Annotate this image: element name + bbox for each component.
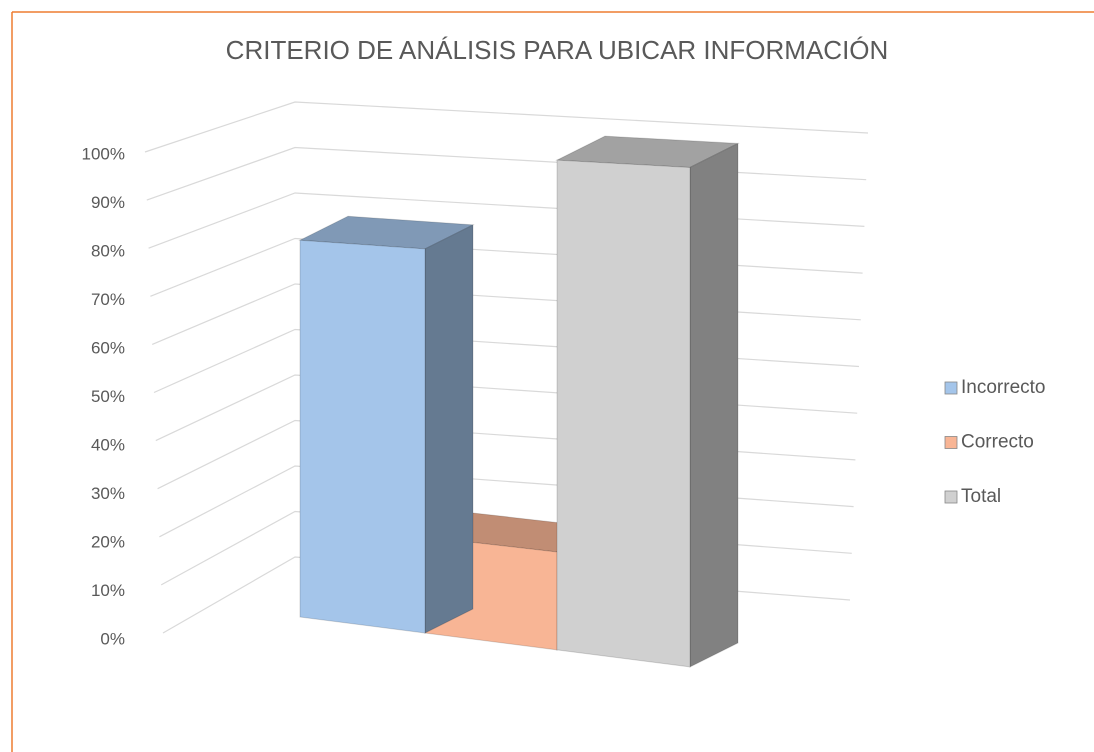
y-tick-label: 0% — [100, 629, 125, 648]
legend-swatch — [944, 490, 958, 504]
bar-side-shade — [425, 224, 473, 633]
legend-swatch — [944, 436, 958, 449]
bar-top-shade — [300, 216, 473, 249]
bar-front — [299, 239, 426, 634]
y-tick-label: 80% — [91, 241, 125, 260]
chart-title: CRITERIO DE ANÁLISIS PARA UBICAR INFORMA… — [226, 35, 889, 65]
bar-front — [556, 159, 691, 668]
y-tick-label: 100% — [82, 144, 125, 163]
y-tick-label: 20% — [91, 532, 125, 551]
bar-top-shade — [557, 136, 738, 168]
y-tick-label: 90% — [91, 193, 125, 212]
legend-label: Incorrecto — [961, 377, 1045, 398]
y-tick-label: 10% — [91, 581, 125, 600]
y-tick-label: 30% — [91, 484, 125, 503]
legend-label: Total — [961, 486, 1001, 507]
bar-side-shade — [690, 143, 738, 667]
y-tick-label: 70% — [91, 290, 125, 309]
y-tick-label: 60% — [91, 338, 125, 357]
legend-label: Correcto — [961, 432, 1034, 453]
legend-swatch — [944, 381, 958, 395]
grid-line — [144, 101, 869, 153]
y-tick-label: 50% — [91, 387, 125, 406]
y-tick-label: 40% — [91, 435, 125, 454]
